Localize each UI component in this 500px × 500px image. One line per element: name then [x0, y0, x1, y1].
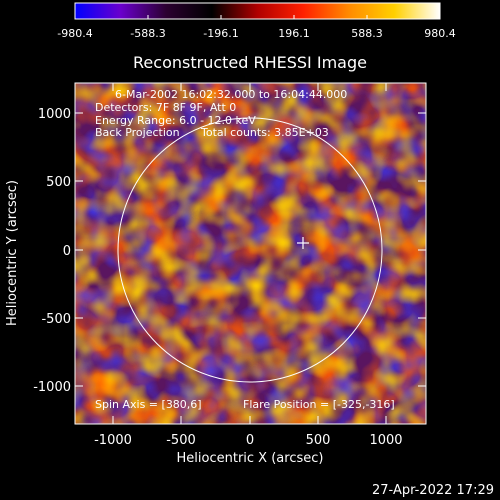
colorbar-ticks	[74, 15, 441, 19]
y-axis-label: Heliocentric Y (arcsec)	[5, 180, 20, 326]
colorbar-labels: -980.4 -588.3 -196.1 196.1 588.3 980.4	[57, 27, 455, 40]
spin-axis-text: Spin Axis = [380,6]	[95, 398, 202, 411]
x-tick-label: -500	[166, 433, 196, 448]
plot-title: Reconstructed RHESSI Image	[133, 53, 367, 72]
x-tick-label: -1000	[94, 433, 132, 448]
y-tick-label: 0	[63, 244, 71, 259]
axis-ticks	[75, 83, 426, 424]
colorbar-tick-label: -980.4	[57, 27, 92, 40]
y-tick-label: -500	[41, 312, 71, 327]
info-total-counts: Total counts: 3.85E+03	[200, 126, 329, 139]
x-tick-labels: -1000 -500 0 500 1000	[94, 433, 402, 448]
x-tick-label: 1000	[369, 433, 402, 448]
crosshair-marker	[297, 237, 309, 249]
y-tick-labels: 1000 500 0 -500 -1000	[33, 107, 71, 395]
colorbar	[74, 2, 441, 20]
x-tick-label: 500	[306, 433, 331, 448]
info-method: Back Projection	[95, 126, 180, 139]
colorbar-tick-label: 196.1	[278, 27, 310, 40]
y-tick-label: 1000	[38, 107, 71, 122]
info-energy-range: Energy Range: 6.0 - 12.0 keV	[95, 114, 256, 127]
info-detectors: Detectors: 7F 8F 9F, Att 0	[95, 101, 236, 114]
colorbar-tick-label: 588.3	[351, 27, 383, 40]
rhessi-image	[75, 83, 426, 424]
footer-timestamp: 27-Apr-2022 17:29	[372, 483, 494, 498]
colorbar-tick-label: -588.3	[130, 27, 165, 40]
x-axis-label: Heliocentric X (arcsec)	[177, 451, 324, 466]
colorbar-tick-label: 980.4	[424, 27, 456, 40]
solar-limb-circle	[117, 117, 383, 383]
flare-position-text: Flare Position = [-325,-316]	[243, 398, 395, 411]
info-time-range: 6-Mar-2002 16:02:32.000 to 16:04:44.000	[115, 88, 347, 101]
colorbar-tick-label: -196.1	[203, 27, 238, 40]
x-tick-label: 0	[246, 433, 254, 448]
y-tick-label: -1000	[33, 380, 71, 395]
info-overlay: 6-Mar-2002 16:02:32.000 to 16:04:44.000 …	[95, 88, 395, 411]
y-tick-label: 500	[46, 175, 71, 190]
